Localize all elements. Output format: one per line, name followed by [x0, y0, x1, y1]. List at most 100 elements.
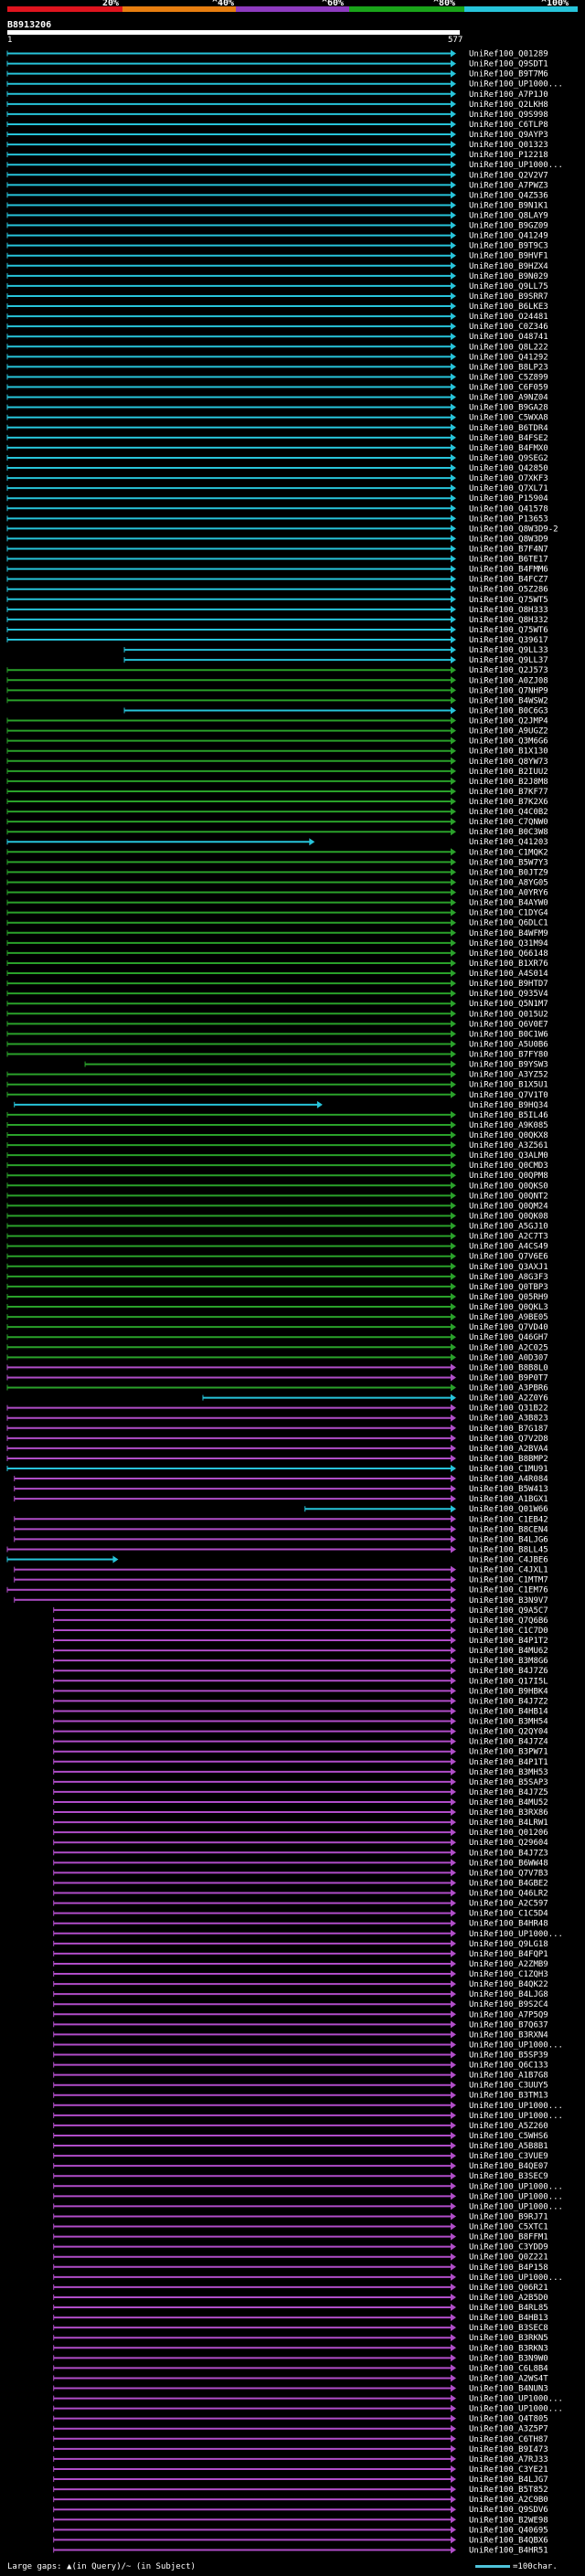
hit-row[interactable]: UniRef100_C7QNW0 [6, 818, 548, 827]
hit-row[interactable]: UniRef100_C1MTM7 [14, 1575, 548, 1585]
hit-label[interactable]: UniRef100_Q8YW73 [469, 758, 548, 767]
hit-row[interactable]: UniRef100_Q17I5L [53, 1677, 548, 1686]
hit-label[interactable]: UniRef100_Q9SDT1 [469, 60, 548, 69]
hit-row[interactable]: UniRef100_B6TDR4 [6, 423, 548, 433]
hit-row[interactable]: UniRef100_A8G3F3 [6, 1272, 548, 1282]
hit-label[interactable]: UniRef100_B3SEC8 [469, 2324, 548, 2333]
hit-row[interactable]: UniRef100_Q06R21 [53, 2283, 548, 2293]
hit-label[interactable]: UniRef100_UP1000... [469, 2202, 563, 2211]
hit-row[interactable]: UniRef100_B4P1T1 [53, 1757, 548, 1767]
hit-row[interactable]: UniRef100_B9S2C4 [53, 2000, 548, 2009]
hit-label[interactable]: UniRef100_Q9AYP3 [469, 131, 548, 140]
hit-row[interactable]: UniRef100_UP1000... [53, 2404, 563, 2414]
hit-row[interactable]: UniRef100_B8LL45 [6, 1545, 548, 1554]
hit-label[interactable]: UniRef100_B7F4N7 [469, 545, 548, 554]
hit-label[interactable]: UniRef100_B4MU62 [469, 1647, 548, 1656]
hit-row[interactable]: UniRef100_Q7V2D8 [6, 1434, 548, 1444]
hit-row[interactable]: UniRef100_Q0QNT2 [6, 1192, 548, 1201]
hit-row[interactable]: UniRef100_Q01289 [6, 49, 548, 59]
hit-label[interactable]: UniRef100_Q01206 [469, 1829, 548, 1838]
hit-row[interactable]: UniRef100_B5IL46 [6, 1110, 548, 1120]
hit-label[interactable]: UniRef100_C1C5D4 [469, 1910, 548, 1919]
hit-label[interactable]: UniRef100_Q9LL75 [469, 282, 548, 292]
hit-row[interactable]: UniRef100_Q7NHP9 [6, 686, 548, 695]
hit-row[interactable]: UniRef100_B4WSW2 [6, 696, 548, 705]
hit-label[interactable]: UniRef100_Q0QM24 [469, 1202, 548, 1211]
hit-row[interactable]: UniRef100_C1EB42 [14, 1515, 548, 1524]
hit-row[interactable]: UniRef100_Q0QKL3 [6, 1303, 548, 1312]
hit-label[interactable]: UniRef100_B1X5U1 [469, 1081, 548, 1090]
hit-label[interactable]: UniRef100_B4HR51 [469, 2546, 548, 2555]
hit-row[interactable]: UniRef100_B4J7Z4 [53, 1737, 548, 1747]
hit-row[interactable]: UniRef100_B9T7M6 [6, 69, 548, 80]
hit-label[interactable]: UniRef100_A9BE05 [469, 1313, 548, 1322]
hit-label[interactable]: UniRef100_B3RX86 [469, 1808, 548, 1818]
hit-row[interactable]: UniRef100_A2WS4T [53, 2374, 549, 2383]
hit-label[interactable]: UniRef100_B4MU52 [469, 1798, 548, 1807]
hit-row[interactable]: UniRef100_B6TE17 [6, 555, 548, 565]
hit-label[interactable]: UniRef100_B4AYW0 [469, 899, 548, 908]
hit-row[interactable]: UniRef100_A1BGX1 [14, 1495, 548, 1504]
hit-label[interactable]: UniRef100_B4LJG7 [469, 2475, 548, 2485]
hit-label[interactable]: UniRef100_Q6V0E7 [469, 1020, 548, 1029]
hit-label[interactable]: UniRef100_Q9LL33 [469, 646, 548, 655]
hit-row[interactable]: UniRef100_UP1000... [53, 2182, 563, 2191]
hit-label[interactable]: UniRef100_C1C7D0 [469, 1627, 548, 1636]
hit-label[interactable]: UniRef100_B4J7Z5 [469, 1788, 548, 1797]
hit-row[interactable]: UniRef100_C6F059 [6, 383, 548, 393]
hit-label[interactable]: UniRef100_B6LKE3 [469, 302, 548, 312]
hit-row[interactable]: UniRef100_B4QK22 [53, 1980, 548, 1989]
hit-row[interactable]: UniRef100_C5WXA8 [6, 413, 548, 423]
hit-label[interactable]: UniRef100_B4P1T1 [469, 1758, 548, 1767]
hit-label[interactable]: UniRef100_C5WHS6 [469, 2132, 548, 2141]
hit-label[interactable]: UniRef100_Q41292 [469, 353, 548, 362]
hit-row[interactable]: UniRef100_A5U0B6 [6, 1040, 548, 1049]
hit-row[interactable]: UniRef100_B9N1K1 [6, 201, 548, 210]
hit-label[interactable]: UniRef100_B7K2X6 [469, 798, 548, 807]
hit-row[interactable]: UniRef100_UP1000... [53, 2111, 563, 2121]
hit-row[interactable]: UniRef100_B4NUN3 [53, 2384, 548, 2394]
hit-label[interactable]: UniRef100_UP1000... [469, 2274, 563, 2283]
hit-label[interactable]: UniRef100_B4LJG8 [469, 1990, 548, 1999]
hit-label[interactable]: UniRef100_Q0Z221 [469, 2253, 548, 2263]
hit-row[interactable]: UniRef100_B7G187 [6, 1424, 548, 1434]
hit-row[interactable]: UniRef100_Q41578 [6, 504, 548, 514]
hit-row[interactable]: UniRef100_Q05RH9 [6, 1292, 548, 1302]
hit-row[interactable]: UniRef100_Q3ALM0 [6, 1151, 548, 1161]
hit-label[interactable]: UniRef100_UP1000... [469, 2112, 563, 2121]
hit-label[interactable]: UniRef100_Q2V2V7 [469, 171, 548, 180]
hit-row[interactable]: UniRef100_B8LP23 [6, 363, 548, 372]
hit-label[interactable]: UniRef100_B4HB14 [469, 1707, 548, 1716]
hit-row[interactable]: UniRef100_Q0QPM8 [6, 1171, 548, 1181]
hit-label[interactable]: UniRef100_Q2J573 [469, 666, 548, 675]
hit-label[interactable]: UniRef100_Q0QK08 [469, 1212, 548, 1221]
hit-row[interactable]: UniRef100_UP1000... [6, 80, 563, 90]
hit-label[interactable]: UniRef100_B7Q637 [469, 2020, 548, 2030]
hit-row[interactable]: UniRef100_O7XKF3 [6, 474, 548, 483]
hit-label[interactable]: UniRef100_B2J8M8 [469, 778, 548, 787]
hit-row[interactable]: UniRef100_A2BVA4 [6, 1444, 548, 1454]
hit-label[interactable]: UniRef100_B4QBX6 [469, 2536, 548, 2545]
hit-label[interactable]: UniRef100_Q41203 [469, 838, 548, 847]
hit-row[interactable]: UniRef100_Q7V1T0 [6, 1090, 548, 1100]
hit-row[interactable]: UniRef100_Q9LL75 [6, 281, 548, 292]
hit-row[interactable]: UniRef100_Q8W3D9 [6, 535, 548, 544]
hit-label[interactable]: UniRef100_Q8W3D9 [469, 535, 548, 544]
hit-row[interactable]: UniRef100_A3YZ52 [6, 1070, 548, 1080]
hit-label[interactable]: UniRef100_Q9A5C7 [469, 1606, 548, 1616]
hit-row[interactable]: UniRef100_B3SEC9 [53, 2172, 548, 2181]
hit-label[interactable]: UniRef100_C6TH87 [469, 2435, 548, 2444]
hit-label[interactable]: UniRef100_UP1000... [469, 2405, 563, 2414]
hit-label[interactable]: UniRef100_Q9LL37 [469, 656, 548, 665]
hit-row[interactable]: UniRef100_Q7V7B3 [53, 1869, 548, 1878]
hit-row[interactable]: UniRef100_B0C6G3 [123, 706, 548, 716]
hit-label[interactable]: UniRef100_B4FSE2 [469, 434, 548, 443]
hit-row[interactable]: UniRef100_B4RL85 [53, 2304, 548, 2313]
hit-label[interactable]: UniRef100_A0YRY6 [469, 889, 548, 898]
hit-label[interactable]: UniRef100_A4R084 [469, 1475, 548, 1484]
hit-row[interactable]: UniRef100_B9GZ09 [6, 221, 548, 231]
hit-row[interactable]: UniRef100_C0Z346 [6, 323, 548, 332]
hit-label[interactable]: UniRef100_Q29604 [469, 1839, 548, 1848]
hit-label[interactable]: UniRef100_B7KF77 [469, 788, 548, 797]
hit-label[interactable]: UniRef100_Q6DLC1 [469, 919, 548, 928]
